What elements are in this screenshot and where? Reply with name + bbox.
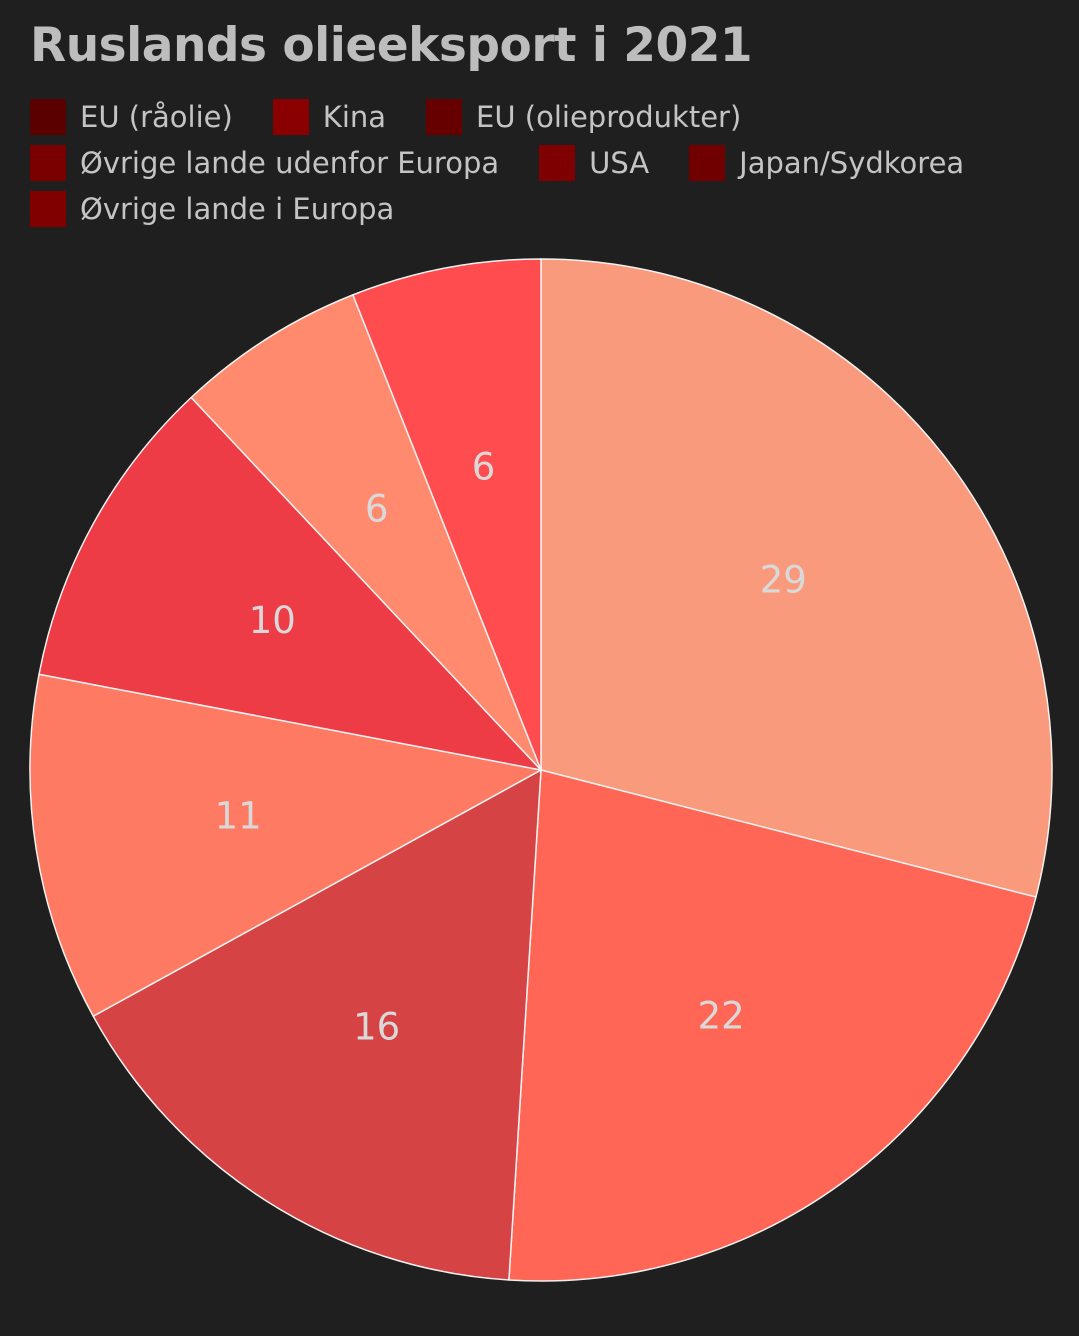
legend-item[interactable]: Øvrige lande udenfor Europa [30, 145, 499, 181]
legend-label: Kina [322, 100, 387, 134]
legend-swatch [30, 99, 66, 135]
slice-value-label: 22 [698, 995, 745, 1038]
legend-item[interactable]: EU (olieprodukter) [426, 99, 741, 135]
legend-row: Øvrige lande udenfor Europa USA Japan/Sydk… [30, 140, 1040, 186]
chart-title: Ruslands olieeksport i 2021 [30, 18, 753, 73]
slice-value-label: 29 [760, 559, 807, 602]
pie-slice[interactable] [92, 769, 542, 1281]
legend-item[interactable]: Kina [272, 99, 387, 135]
slice-value-label: 11 [215, 795, 262, 838]
legend-item[interactable]: Øvrige lande i Europa [30, 191, 394, 227]
legend-label: Øvrige lande i Europa [80, 192, 395, 226]
legend-swatch [272, 99, 309, 135]
pie-slice[interactable] [352, 258, 542, 771]
legend-label: EU (råolie) [80, 100, 233, 134]
legend-swatch [539, 145, 576, 181]
pie-slice[interactable] [540, 258, 1053, 898]
legend-item[interactable]: Japan/Sydkorea [689, 145, 964, 181]
pie-slice[interactable] [190, 294, 542, 771]
slice-value-label: 10 [249, 599, 296, 642]
pie-slice[interactable] [29, 673, 542, 1017]
pie-slices [29, 258, 1053, 1282]
legend-swatch [689, 145, 726, 181]
legend-item[interactable]: USA [539, 145, 649, 181]
legend-swatch [30, 191, 66, 227]
slice-value-label: 6 [365, 488, 389, 531]
legend-row: Øvrige lande i Europa [30, 186, 1040, 232]
pie-labels: 29 22 16 11 10 6 6 [215, 445, 807, 1048]
legend-swatch [30, 145, 66, 181]
legend-item[interactable]: EU (råolie) [30, 99, 233, 135]
pie-slice[interactable] [38, 396, 542, 771]
legend-swatch [426, 99, 463, 135]
legend-label: Japan/Sydkorea [739, 146, 965, 180]
legend-label: Øvrige lande udenfor Europa [80, 146, 500, 180]
legend-label: EU (olieprodukter) [476, 100, 742, 134]
pie-slice[interactable] [508, 769, 1037, 1282]
slice-value-label: 6 [472, 445, 496, 488]
slice-value-label: 16 [353, 1005, 400, 1048]
legend-row: EU (råolie) Kina EU (olieprodukter) [30, 94, 1040, 140]
legend-label: USA [589, 146, 650, 180]
chart-legend: EU (råolie) Kina EU (olieprodukter) Øvrige … [30, 94, 1040, 232]
